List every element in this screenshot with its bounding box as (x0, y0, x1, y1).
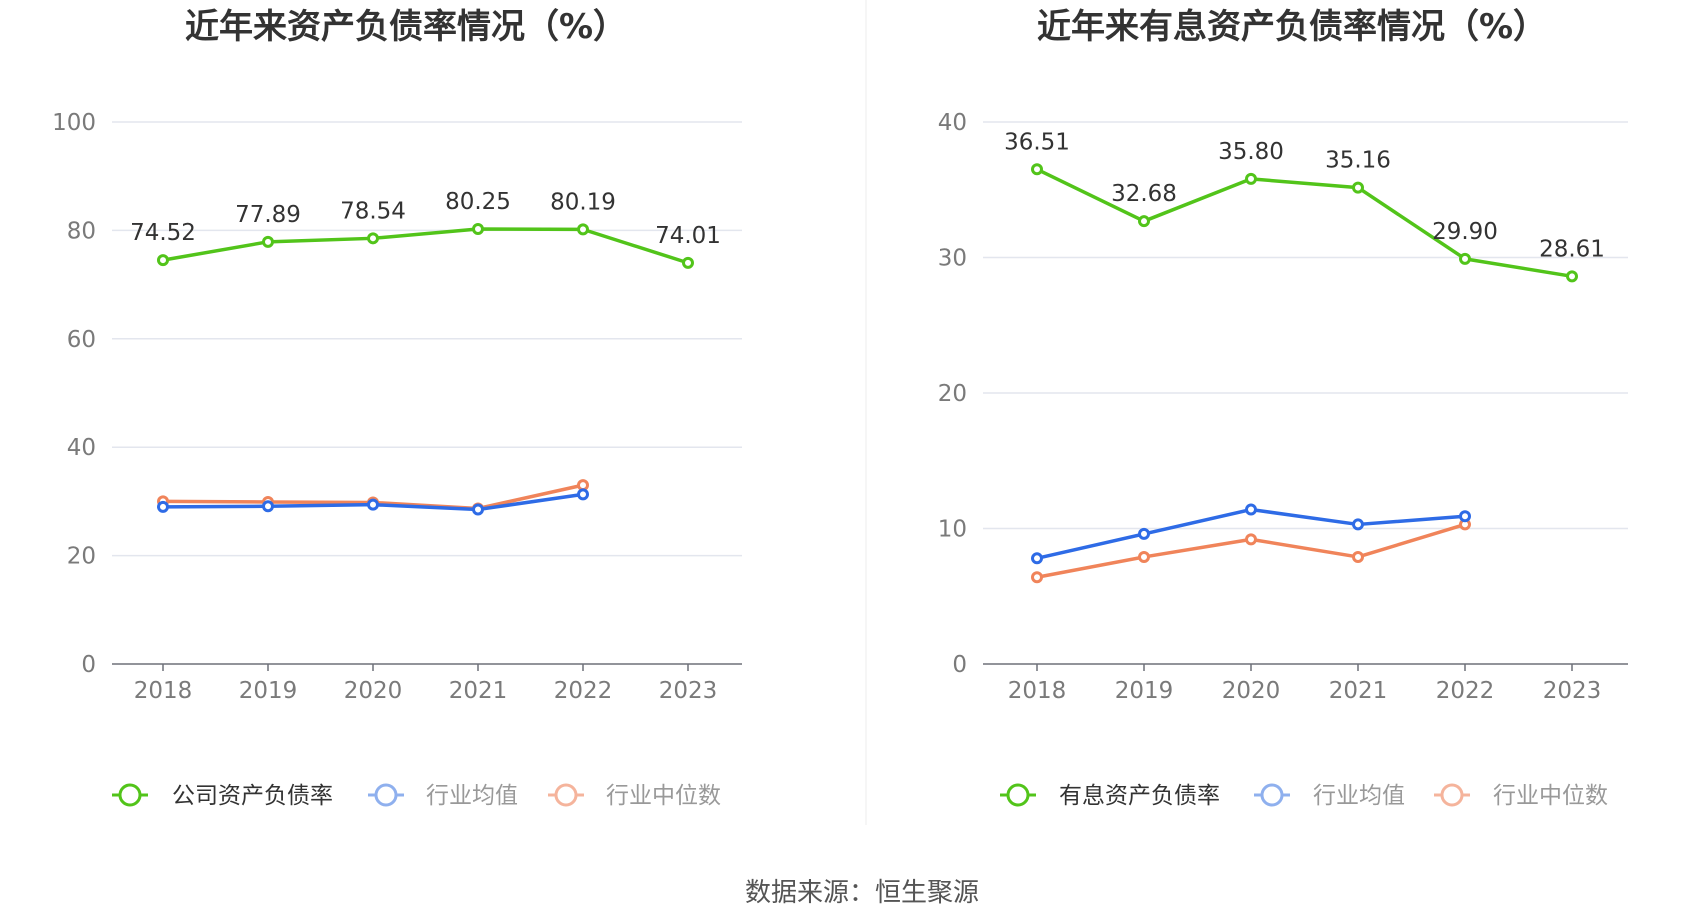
data-label: 74.01 (655, 223, 721, 249)
x-tick-label: 2018 (134, 678, 193, 704)
data-point[interactable] (157, 500, 169, 513)
y-tick-label: 40 (67, 435, 96, 461)
legend-item-industry-median[interactable]: 行业中位数 (1434, 783, 1608, 809)
data-point[interactable] (577, 223, 589, 236)
data-label: 36.51 (1004, 129, 1070, 155)
chart-title: 近年来有息资产负债率情况（%） (1037, 7, 1547, 47)
legend: 有息资产负债率 行业均值 行业中位数 (1000, 783, 1608, 809)
data-point[interactable] (1245, 172, 1257, 185)
data-label: 29.90 (1432, 219, 1498, 245)
data-point[interactable] (682, 256, 694, 269)
legend-label: 行业中位数 (606, 783, 721, 809)
data-label: 35.16 (1325, 148, 1391, 174)
y-tick-labels: 0 10 20 30 40 (938, 110, 967, 678)
data-label: 78.54 (340, 198, 406, 224)
y-tick-label: 20 (938, 381, 967, 407)
data-point[interactable] (1352, 518, 1364, 531)
data-label: 35.80 (1218, 139, 1284, 165)
grid-lines (112, 121, 742, 557)
x-tick-label: 2018 (1008, 678, 1067, 704)
y-tick-label: 0 (81, 652, 96, 678)
data-point[interactable] (262, 235, 274, 248)
y-tick-label: 10 (938, 517, 967, 543)
legend: 公司资产负债率 行业均值 行业中位数 (112, 783, 721, 809)
y-tick-label: 40 (938, 110, 967, 136)
series-lines (157, 223, 694, 516)
data-point[interactable] (367, 498, 379, 511)
x-tick-label: 2022 (1436, 678, 1495, 704)
data-point[interactable] (1352, 550, 1364, 563)
y-tick-label: 30 (938, 246, 967, 272)
data-point[interactable] (1138, 550, 1150, 563)
data-point[interactable] (1566, 270, 1578, 283)
data-label: 80.19 (550, 189, 616, 215)
x-tick-label: 2019 (1115, 678, 1174, 704)
x-tick-label: 2022 (554, 678, 613, 704)
x-tick-labels: 2018 2019 2020 2021 2022 2023 (1008, 678, 1602, 704)
legend-label: 行业均值 (1313, 783, 1405, 809)
x-tick-label: 2021 (449, 678, 508, 704)
legend-label: 公司资产负债率 (172, 783, 333, 809)
data-label: 32.68 (1111, 181, 1177, 207)
data-label: 74.52 (130, 220, 196, 246)
x-axis (983, 663, 1628, 671)
x-axis (112, 663, 742, 671)
y-tick-label: 60 (67, 327, 96, 353)
data-point[interactable] (1138, 527, 1150, 540)
y-tick-label: 20 (67, 544, 96, 570)
y-tick-label: 0 (952, 652, 967, 678)
data-labels: 74.52 77.89 78.54 80.25 80.19 74.01 (130, 189, 721, 249)
data-point[interactable] (157, 254, 169, 267)
data-point[interactable] (1031, 163, 1043, 176)
grid-lines (983, 121, 1628, 530)
legend-item-industry-median[interactable]: 行业中位数 (548, 783, 721, 809)
legend-label: 行业中位数 (1493, 783, 1608, 809)
data-point[interactable] (1352, 181, 1364, 194)
series-line (1036, 522, 1466, 579)
data-label: 77.89 (235, 202, 301, 228)
data-point[interactable] (1459, 510, 1471, 523)
series-line (162, 227, 689, 265)
x-tick-label: 2023 (659, 678, 718, 704)
x-tick-label: 2020 (1222, 678, 1281, 704)
data-point[interactable] (472, 223, 484, 236)
data-point[interactable] (1245, 503, 1257, 516)
series-lines (1031, 163, 1578, 584)
legend-item-interest-bearing[interactable]: 有息资产负债率 (1000, 783, 1220, 809)
legend-item-company[interactable]: 公司资产负债率 (112, 783, 333, 809)
data-point[interactable] (1459, 252, 1471, 265)
y-tick-labels: 0 20 40 60 80 100 (52, 110, 96, 678)
x-tick-label: 2020 (344, 678, 403, 704)
data-point[interactable] (1245, 533, 1257, 546)
x-tick-label: 2023 (1543, 678, 1602, 704)
data-label: 80.25 (445, 189, 511, 215)
data-point[interactable] (262, 500, 274, 513)
data-point[interactable] (577, 479, 589, 492)
data-point[interactable] (1031, 552, 1043, 565)
y-tick-label: 100 (52, 110, 96, 136)
legend-item-industry-average[interactable]: 行业均值 (368, 783, 518, 809)
data-point[interactable] (577, 488, 589, 501)
data-labels: 36.51 32.68 35.80 35.16 29.90 28.61 (1004, 129, 1605, 262)
data-label: 28.61 (1539, 236, 1605, 262)
x-tick-label: 2021 (1329, 678, 1388, 704)
legend-label: 行业均值 (426, 783, 518, 809)
data-point[interactable] (367, 232, 379, 245)
y-tick-label: 80 (67, 218, 96, 244)
legend-item-industry-average[interactable]: 行业均值 (1254, 783, 1405, 809)
data-point[interactable] (1031, 571, 1043, 584)
data-point[interactable] (1138, 215, 1150, 228)
data-source: 数据来源：恒生聚源 (745, 878, 979, 908)
legend-label: 有息资产负债率 (1059, 783, 1220, 809)
chart-title: 近年来资产负债率情况（%） (185, 7, 627, 47)
x-tick-label: 2019 (239, 678, 298, 704)
data-point[interactable] (472, 503, 484, 516)
x-tick-labels: 2018 2019 2020 2021 2022 2023 (134, 678, 718, 704)
series-line (1036, 167, 1573, 279)
